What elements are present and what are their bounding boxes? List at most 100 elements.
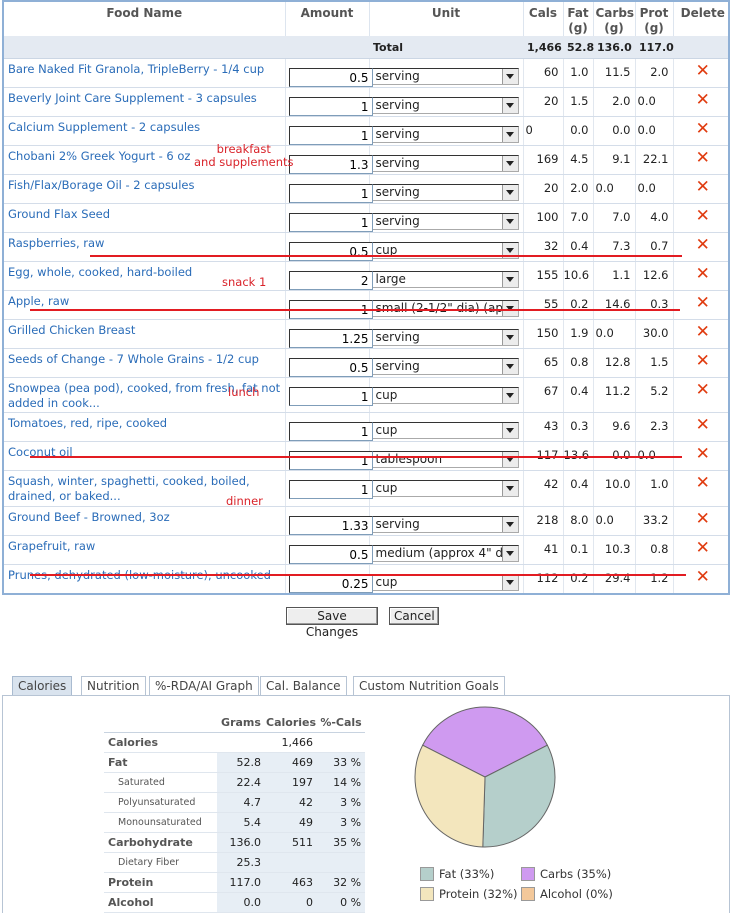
- amount-input[interactable]: [288, 213, 373, 232]
- delete-x-icon[interactable]: ✕: [695, 148, 710, 168]
- tab-cal-balance[interactable]: Cal. Balance: [260, 676, 347, 696]
- food-name-link[interactable]: Bare Naked Fit Granola, TripleBerry - 1/…: [4, 58, 285, 88]
- delete-x-icon[interactable]: ✕: [695, 264, 710, 284]
- dropdown-arrow-icon[interactable]: [501, 156, 518, 171]
- food-name-link[interactable]: Apple, raw: [4, 290, 285, 320]
- unit-select[interactable]: serving: [371, 213, 519, 230]
- food-name-link[interactable]: Egg, whole, cooked, hard-boiled: [4, 261, 285, 291]
- fat-cell: 0.1: [562, 535, 593, 565]
- unit-select[interactable]: cup: [371, 242, 519, 259]
- amount-input[interactable]: [288, 184, 373, 203]
- dropdown-arrow-icon[interactable]: [501, 127, 518, 142]
- amount-input[interactable]: [288, 126, 373, 145]
- amount-input[interactable]: [288, 516, 373, 535]
- amount-input[interactable]: [288, 480, 373, 499]
- amount-input[interactable]: [288, 574, 373, 593]
- food-name-link[interactable]: Chobani 2% Greek Yogurt - 6 oz: [4, 145, 285, 175]
- amount-input[interactable]: [288, 387, 373, 406]
- dropdown-arrow-icon[interactable]: [501, 481, 518, 496]
- tab-nutrition[interactable]: Nutrition: [81, 676, 146, 696]
- tab-custom-goals[interactable]: Custom Nutrition Goals: [353, 676, 505, 696]
- amount-input[interactable]: [288, 358, 373, 377]
- delete-x-icon[interactable]: ✕: [695, 473, 710, 493]
- dropdown-arrow-icon[interactable]: [501, 546, 518, 561]
- save-changes-button[interactable]: Save Changes: [286, 607, 378, 639]
- delete-x-icon[interactable]: ✕: [695, 415, 710, 435]
- delete-x-icon[interactable]: ✕: [695, 444, 710, 464]
- delete-x-icon[interactable]: ✕: [695, 567, 710, 587]
- delete-x-icon[interactable]: ✕: [695, 538, 710, 558]
- tab-rda-graph[interactable]: %-RDA/AI Graph: [149, 676, 259, 696]
- amount-input[interactable]: [288, 329, 373, 348]
- unit-select[interactable]: cup: [371, 387, 519, 404]
- food-name-link[interactable]: Grapefruit, raw: [4, 535, 285, 565]
- delete-x-icon[interactable]: ✕: [695, 351, 710, 371]
- delete-x-icon[interactable]: ✕: [695, 293, 710, 313]
- dropdown-arrow-icon[interactable]: [501, 575, 518, 590]
- dropdown-arrow-icon[interactable]: [501, 423, 518, 438]
- calories-tab-panel: [2, 695, 730, 913]
- dropdown-arrow-icon[interactable]: [501, 330, 518, 345]
- delete-x-icon[interactable]: ✕: [695, 61, 710, 81]
- food-name-link[interactable]: Beverly Joint Care Supplement - 3 capsul…: [4, 87, 285, 117]
- unit-select[interactable]: tablespoon: [371, 451, 519, 468]
- summary-calories: 469: [265, 752, 318, 773]
- cancel-button[interactable]: Cancel: [389, 607, 439, 625]
- delete-x-icon[interactable]: ✕: [695, 235, 710, 255]
- dropdown-arrow-icon[interactable]: [501, 243, 518, 258]
- food-name-link[interactable]: Fish/Flax/Borage Oil - 2 capsules: [4, 174, 285, 204]
- dropdown-arrow-icon[interactable]: [501, 272, 518, 287]
- unit-select[interactable]: large: [371, 271, 519, 288]
- food-name-link[interactable]: Prunes, dehydrated (low-moisture), uncoo…: [4, 564, 285, 593]
- amount-input[interactable]: [288, 271, 373, 290]
- delete-x-icon[interactable]: ✕: [695, 509, 710, 529]
- food-name-link[interactable]: Squash, winter, spaghetti, cooked, boile…: [4, 470, 285, 507]
- tab-calories[interactable]: Calories: [12, 676, 73, 696]
- amount-input[interactable]: [288, 68, 373, 87]
- amount-input[interactable]: [288, 242, 373, 261]
- unit-select[interactable]: cup: [371, 480, 519, 497]
- food-name-link[interactable]: Seeds of Change - 7 Whole Grains - 1/2 c…: [4, 348, 285, 378]
- food-name-link[interactable]: Ground Beef - Browned, 3oz: [4, 506, 285, 536]
- delete-x-icon[interactable]: ✕: [695, 322, 710, 342]
- dropdown-arrow-icon[interactable]: [501, 359, 518, 374]
- delete-x-icon[interactable]: ✕: [695, 90, 710, 110]
- food-name-link[interactable]: Grilled Chicken Breast: [4, 319, 285, 349]
- unit-select[interactable]: serving: [371, 329, 519, 346]
- dropdown-arrow-icon[interactable]: [501, 214, 518, 229]
- dropdown-arrow-icon[interactable]: [501, 69, 518, 84]
- unit-select[interactable]: serving: [371, 68, 519, 85]
- food-name-link[interactable]: Raspberries, raw: [4, 232, 285, 262]
- dropdown-arrow-icon[interactable]: [501, 98, 518, 113]
- cals-cell: 41: [522, 535, 563, 565]
- unit-select[interactable]: serving: [371, 155, 519, 172]
- unit-select[interactable]: serving: [371, 126, 519, 143]
- delete-x-icon[interactable]: ✕: [695, 380, 710, 400]
- unit-select[interactable]: serving: [371, 184, 519, 201]
- unit-select[interactable]: serving: [371, 358, 519, 375]
- food-name-link[interactable]: Ground Flax Seed: [4, 203, 285, 233]
- unit-select[interactable]: serving: [371, 97, 519, 114]
- amount-input[interactable]: [288, 451, 373, 470]
- unit-select[interactable]: cup: [371, 574, 519, 591]
- food-name-link[interactable]: Snowpea (pea pod), cooked, from fresh, f…: [4, 377, 285, 413]
- amount-input[interactable]: [288, 545, 373, 564]
- food-name-link[interactable]: Tomatoes, red, ripe, cooked: [4, 412, 285, 442]
- dropdown-arrow-icon[interactable]: [501, 301, 518, 316]
- unit-select-value: tablespoon: [375, 452, 443, 466]
- amount-input[interactable]: [288, 155, 373, 174]
- delete-x-icon[interactable]: ✕: [695, 177, 710, 197]
- delete-x-icon[interactable]: ✕: [695, 119, 710, 139]
- unit-select[interactable]: medium (approx 4" dia: [371, 545, 519, 562]
- delete-x-icon[interactable]: ✕: [695, 206, 710, 226]
- unit-select[interactable]: serving: [371, 516, 519, 533]
- unit-select[interactable]: cup: [371, 422, 519, 439]
- unit-select[interactable]: small (2-1/2" dia) (appr: [371, 300, 519, 317]
- dropdown-arrow-icon[interactable]: [501, 185, 518, 200]
- amount-input[interactable]: [288, 422, 373, 441]
- dropdown-arrow-icon[interactable]: [501, 517, 518, 532]
- food-name-link[interactable]: Calcium Supplement - 2 capsules: [4, 116, 285, 146]
- dropdown-arrow-icon[interactable]: [501, 388, 518, 403]
- dropdown-arrow-icon[interactable]: [501, 452, 518, 467]
- amount-input[interactable]: [288, 97, 373, 116]
